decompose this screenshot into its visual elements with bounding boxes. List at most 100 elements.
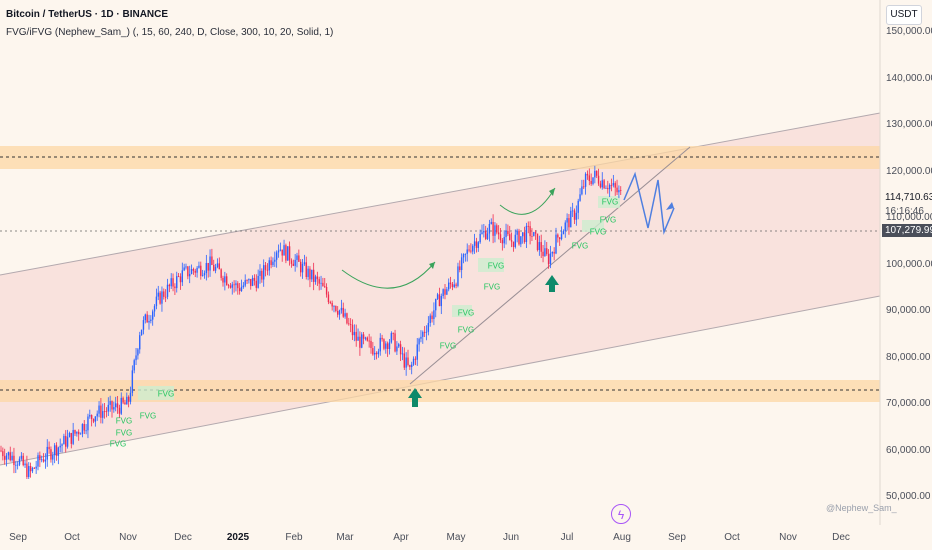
candle-body	[370, 340, 372, 349]
candle-body	[531, 236, 533, 237]
price-tick-label: 70,000.00	[886, 398, 931, 409]
candle-body	[335, 305, 337, 311]
candle-body	[496, 225, 498, 233]
candle-body	[586, 173, 589, 176]
candle-body	[237, 283, 239, 289]
candle-body	[139, 335, 141, 350]
candle-body	[266, 269, 269, 271]
time-tick-label: Aug	[613, 532, 631, 543]
candle-body	[388, 342, 391, 350]
candle-body	[361, 334, 363, 348]
candle-body	[120, 397, 122, 414]
candle-body	[327, 294, 330, 303]
candle-body	[429, 315, 431, 323]
candle-body	[427, 322, 430, 332]
candle-body	[279, 249, 282, 251]
candle-body	[224, 276, 226, 283]
candle-body	[325, 286, 328, 295]
candle-body	[166, 284, 169, 297]
candle-body	[357, 336, 359, 341]
candle-body	[522, 232, 524, 237]
indicator-legend[interactable]: FVG/iFVG (Nephew_Sam_) (, 15, 60, 240, D…	[6, 27, 334, 38]
candle-body	[475, 241, 478, 248]
candle-body	[414, 358, 417, 360]
candle-body	[320, 282, 322, 284]
lightning-icon[interactable]: ϟ	[611, 504, 631, 524]
candle-body	[98, 405, 100, 414]
fvg-boxes	[138, 196, 620, 400]
price-tick-label: 100,000.00	[886, 258, 932, 270]
candle-body	[220, 269, 222, 278]
currency-selector[interactable]: USDT	[886, 5, 922, 25]
time-tick-label: Feb	[285, 532, 303, 543]
candle-body	[177, 276, 180, 277]
cup-arc-left-head	[429, 262, 435, 269]
candle-body	[337, 310, 339, 315]
candle-body	[381, 337, 383, 340]
candle-body	[46, 446, 48, 460]
candle-body	[453, 284, 455, 287]
candle-body	[510, 240, 513, 242]
price-tick-label: 80,000.00	[886, 351, 931, 363]
candle-body	[355, 331, 357, 341]
candle-body	[129, 392, 132, 402]
candle-body	[499, 234, 502, 241]
time-tick-label: Jul	[560, 532, 574, 543]
candle-body	[303, 262, 306, 264]
candle-body	[312, 269, 315, 282]
candle-body	[42, 459, 45, 462]
candle-body	[244, 280, 246, 286]
cup-arc-left	[341, 261, 436, 289]
candle-body	[351, 324, 354, 336]
candle-body	[168, 284, 171, 287]
candle-body	[163, 291, 165, 297]
candle-body	[610, 185, 613, 186]
candle-body	[205, 262, 208, 274]
candle-body	[525, 225, 528, 242]
candle-body	[66, 437, 69, 447]
candle-body	[133, 360, 135, 371]
candle-body	[235, 283, 237, 286]
candle-body	[490, 221, 492, 225]
candle-body	[592, 177, 594, 184]
candle-body	[87, 416, 89, 431]
candle-body	[137, 349, 139, 356]
candle-body	[333, 305, 335, 307]
candle-body	[179, 276, 182, 283]
candle-body	[250, 278, 252, 286]
candle-body	[340, 307, 343, 311]
candle-body	[505, 230, 507, 238]
candle-body	[264, 265, 267, 270]
candle-body	[18, 458, 21, 465]
candle-body	[124, 402, 126, 405]
candle-body	[74, 430, 76, 434]
candle-body	[590, 180, 592, 184]
candle-body	[161, 291, 163, 304]
candle-body	[61, 444, 63, 446]
candle-body	[392, 333, 394, 334]
fvg-label: FVG	[115, 416, 133, 426]
price-tick-label: 150,000.00	[886, 26, 932, 37]
candle-body	[444, 289, 446, 295]
candle-body	[503, 237, 505, 244]
candle-body	[612, 183, 615, 186]
price-tick-label: 120,000.00	[886, 165, 932, 177]
candle-body	[81, 424, 84, 434]
candle-body	[79, 433, 82, 435]
candle-body	[329, 302, 331, 303]
candle-body	[507, 230, 509, 235]
candle-body	[111, 401, 113, 410]
candle-body	[26, 463, 28, 477]
last-price-label: 114,710.63	[885, 192, 932, 203]
candle-body	[301, 263, 304, 273]
candle-body	[527, 225, 529, 227]
candle-body	[440, 296, 442, 307]
candle-body	[57, 447, 60, 456]
candle-body	[196, 267, 198, 273]
candle-body	[187, 266, 189, 277]
candle-body	[479, 233, 481, 243]
candle-body	[533, 232, 535, 237]
candle-body	[422, 331, 424, 337]
candle-body	[520, 236, 522, 245]
